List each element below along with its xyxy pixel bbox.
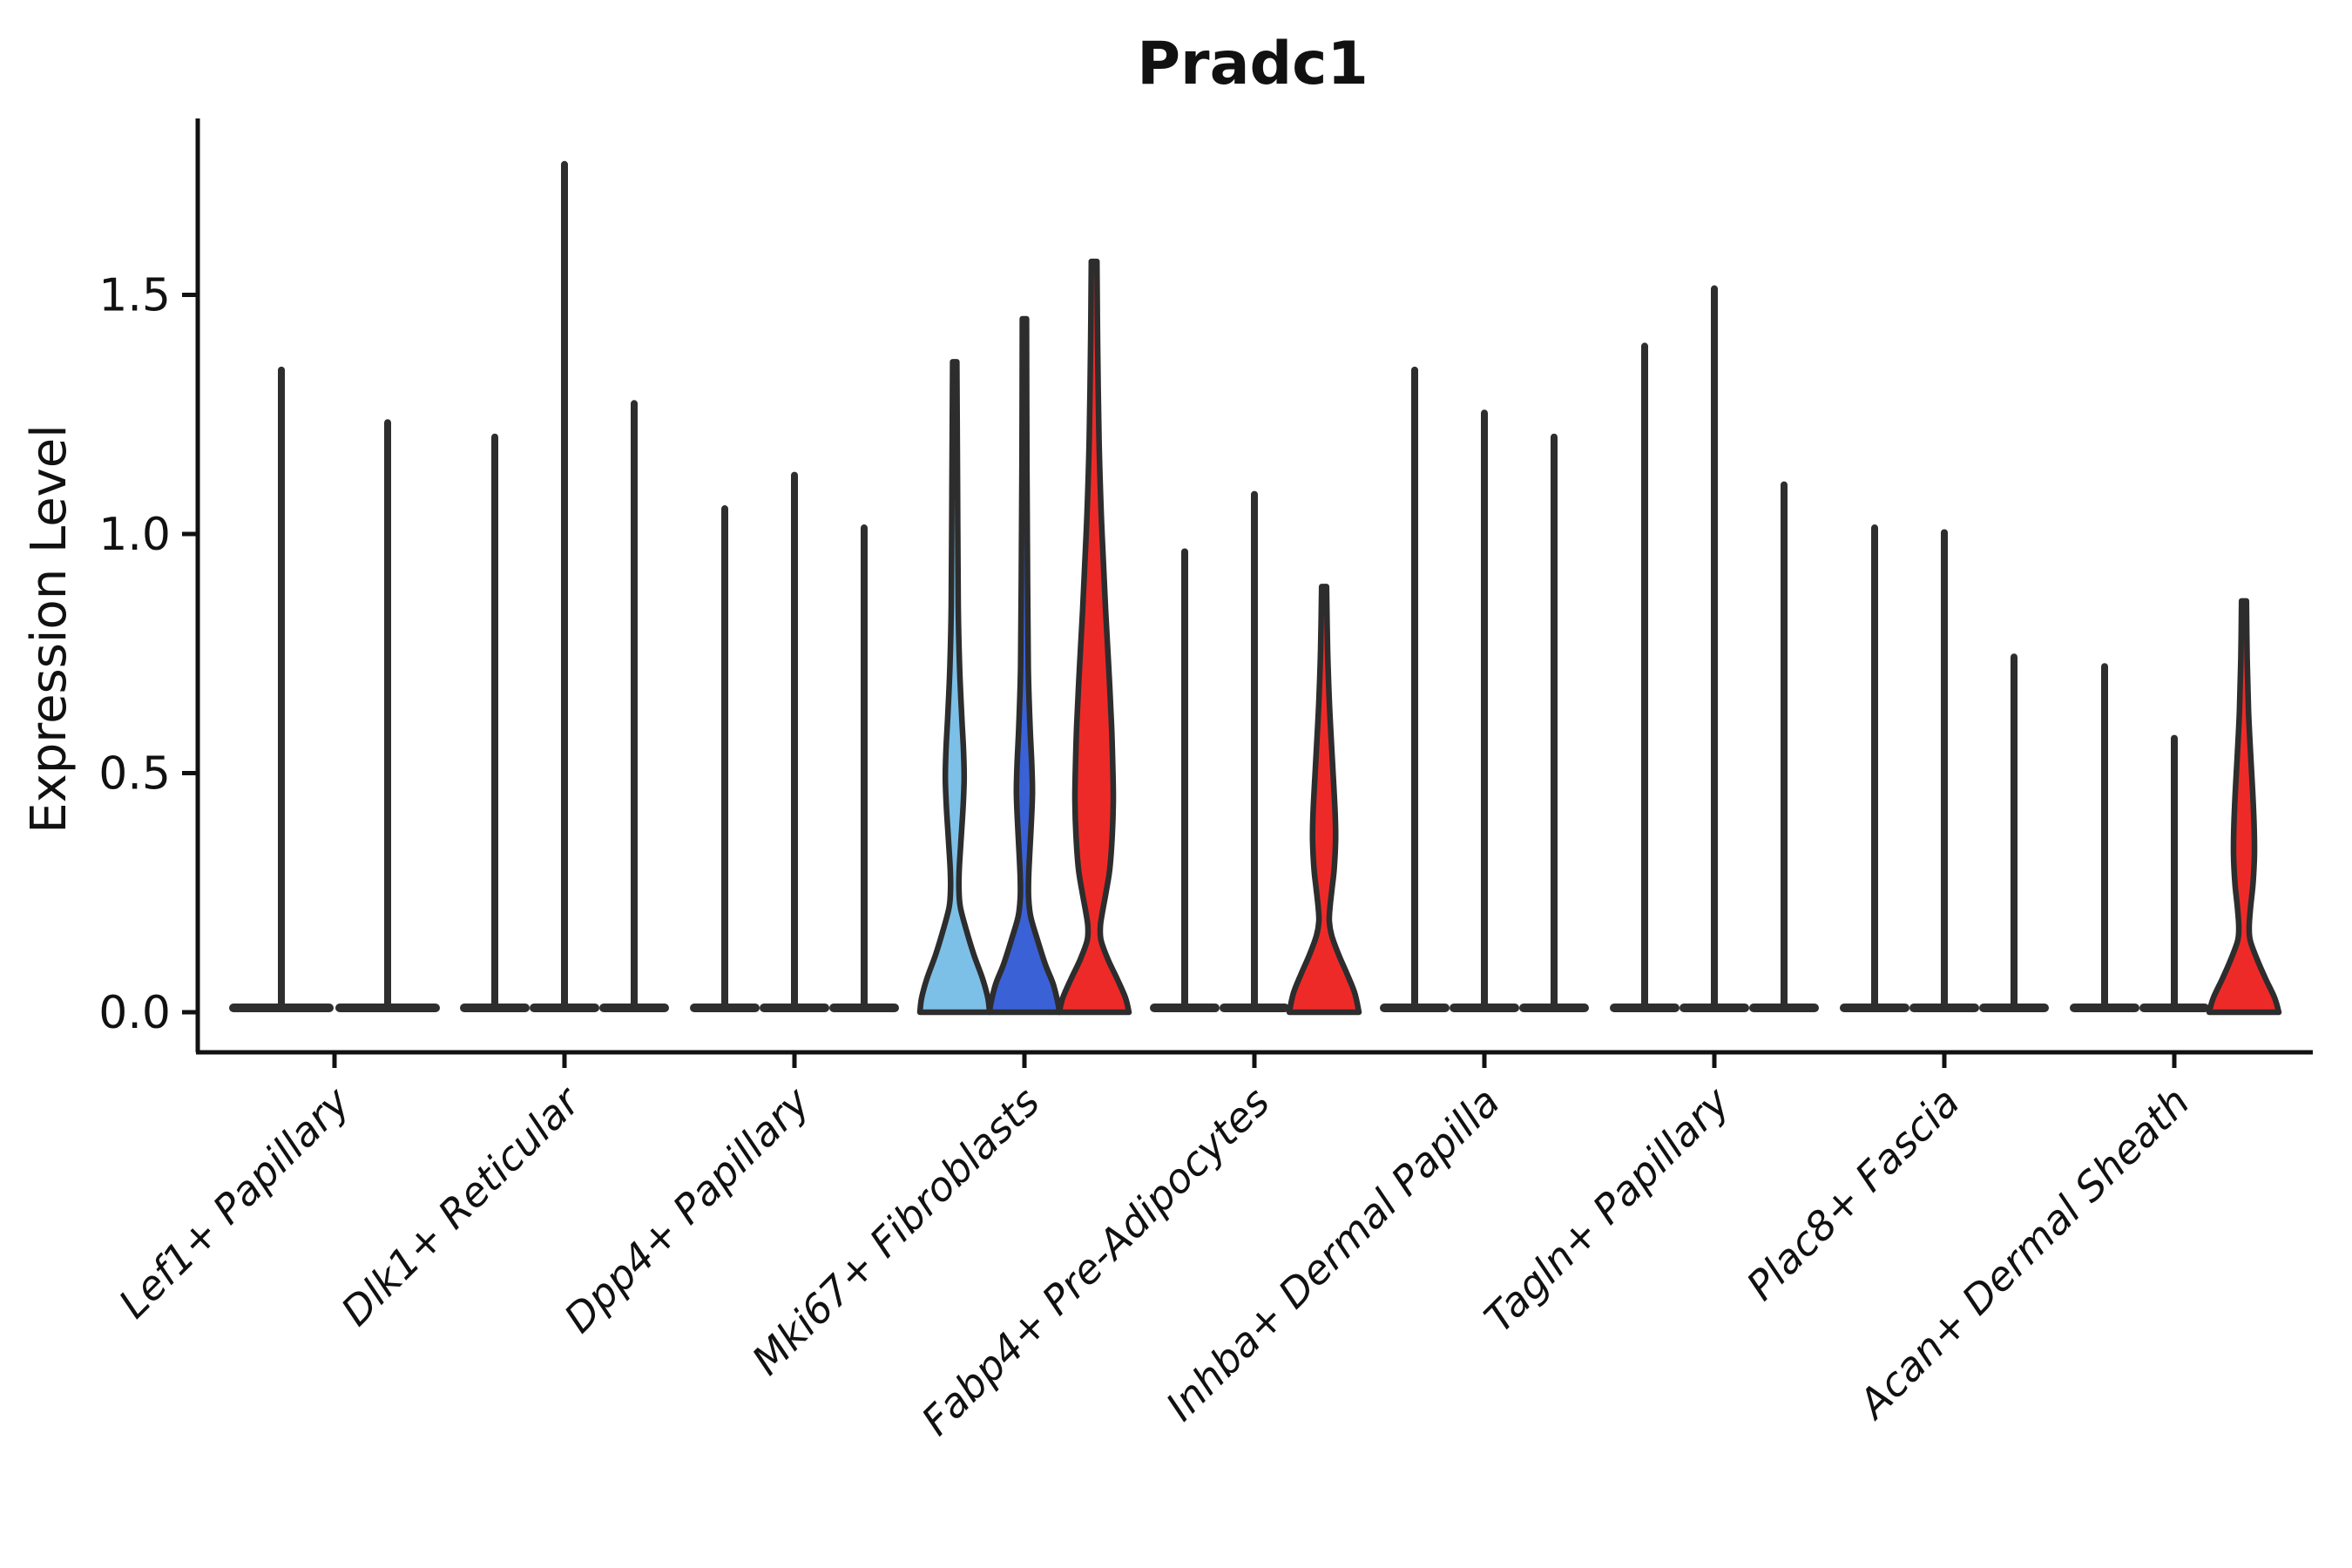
chart-title: Pradc1 [1137, 30, 1369, 98]
x-tick-label: Tagln+ Papillary [1475, 1078, 1739, 1342]
y-axis-label: Expression Level [21, 424, 78, 834]
violin-shape [1056, 258, 1132, 1016]
violin-shape [916, 359, 993, 1016]
y-tick-label: 0.5 [98, 748, 171, 801]
x-tick-label: Dpp4+ Papillary [555, 1078, 819, 1342]
y-tick-label: 1.0 [98, 509, 171, 561]
violin-shape [1286, 584, 1362, 1016]
x-tick-label: Lef1+ Papillary [110, 1078, 359, 1327]
y-tick-label: 1.5 [98, 270, 171, 322]
violin-shape [986, 315, 1063, 1016]
x-tick-label: Dlk1+ Reticular [332, 1076, 591, 1335]
violin-shape [2206, 598, 2282, 1016]
x-tick-label: Plac8+ Fascia [1737, 1078, 1968, 1309]
y-tick-label: 0.0 [98, 987, 171, 1039]
